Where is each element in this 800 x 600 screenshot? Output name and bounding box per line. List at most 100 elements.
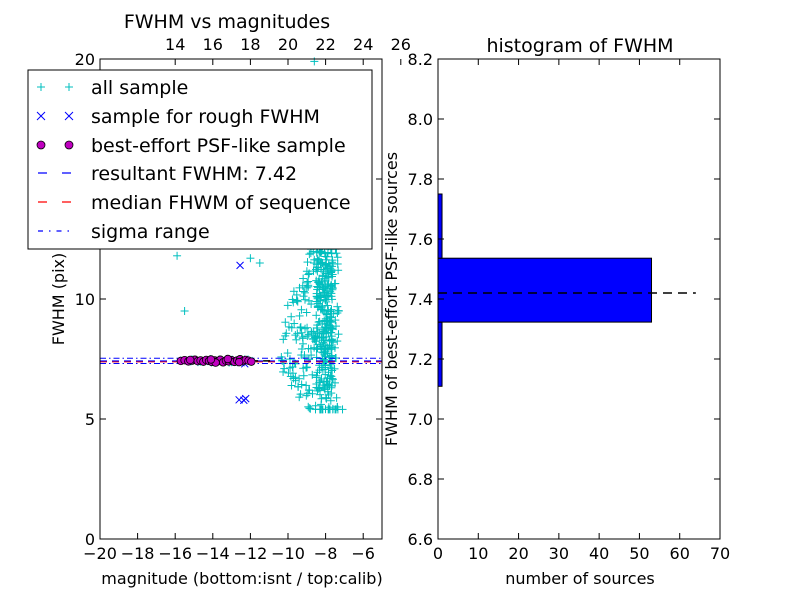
histogram-x-tick-label: 60 [670, 544, 690, 563]
all-sample-point [304, 402, 313, 411]
all-sample-point [319, 327, 328, 336]
psf-sample-point [234, 357, 244, 367]
all-sample-point [325, 316, 334, 325]
rough-sample-point-b [236, 261, 244, 270]
all-sample-point [286, 364, 295, 373]
scatter-y-tick-label: 5 [85, 410, 95, 429]
all-sample-point [173, 251, 182, 260]
all-sample-point [312, 263, 321, 272]
all-sample-point [327, 249, 336, 258]
all-sample-point [317, 363, 326, 372]
scatter-top-tick-label: 20 [278, 35, 298, 54]
all-sample-point [299, 339, 308, 348]
all-sample-point [306, 404, 315, 413]
histogram-y-tick-label: 6.8 [408, 470, 433, 489]
all-sample-point [255, 259, 264, 267]
all-sample-point [319, 348, 328, 357]
all-sample-point [301, 324, 310, 333]
all-sample-point [298, 333, 307, 342]
all-sample-point [295, 283, 304, 292]
all-sample-point [180, 307, 189, 315]
scatter-x-tick-label: −20 [83, 544, 117, 563]
all-sample-point [296, 323, 305, 332]
all-sample-point [319, 285, 328, 294]
all-sample-point [328, 256, 337, 265]
all-sample-point [320, 378, 329, 387]
all-sample-point [313, 282, 322, 291]
all-sample-point [327, 292, 336, 301]
histogram-y-tick-label: 7.4 [408, 290, 433, 309]
scatter-y-tick-label: 10 [75, 290, 95, 309]
all-sample-point [323, 382, 332, 391]
all-sample-point [334, 330, 343, 339]
all-sample-point [302, 381, 311, 390]
all-sample-point [295, 393, 304, 402]
histogram-x-tick-label: 30 [549, 544, 569, 563]
all-sample-point [281, 318, 290, 327]
histogram-bar [437, 257, 653, 323]
legend-circle-icon [64, 140, 74, 150]
rough-sample-point-b [241, 394, 250, 403]
all-sample-point [312, 289, 321, 298]
all-sample-point [321, 295, 330, 304]
all-sample-point [326, 312, 335, 321]
all-sample-point [295, 374, 304, 383]
psf-sample-point [206, 355, 216, 364]
legend-label: all sample [91, 77, 188, 99]
all-sample-point [317, 394, 326, 403]
legend-entry: resultant FWHM: 7.42 [38, 163, 297, 185]
all-sample-point [322, 252, 331, 261]
all-sample-point [334, 266, 343, 275]
all-sample-point [312, 353, 321, 362]
all-sample-point [327, 305, 336, 314]
legend-label: median FHWM of sequence [91, 192, 351, 214]
legend-label: resultant FWHM: 7.42 [91, 163, 297, 185]
all-sample-point [328, 374, 337, 383]
all-sample-point [332, 393, 341, 402]
histogram-y-tick-label: 7.8 [408, 170, 433, 189]
all-sample-point [297, 345, 306, 354]
all-sample-point [282, 329, 291, 338]
all-sample-point [326, 287, 335, 296]
all-sample-point [312, 323, 321, 332]
all-sample-point [297, 351, 306, 360]
all-sample-point [328, 366, 337, 375]
all-sample-point [317, 303, 326, 312]
all-sample-point [313, 333, 322, 342]
all-sample-point [305, 250, 314, 259]
all-sample-point [300, 288, 309, 297]
all-sample-point [295, 311, 304, 320]
all-sample-point [299, 274, 308, 283]
all-sample-point [333, 302, 342, 311]
all-sample-point [324, 279, 333, 288]
scatter-x-tick-label: −14 [196, 544, 230, 563]
all-sample-point [323, 349, 332, 358]
all-sample-point [297, 328, 306, 337]
legend-plus-icon [65, 83, 73, 91]
all-sample-point [316, 405, 325, 414]
scatter-top-tick-label: 18 [240, 35, 260, 54]
scatter-title: FWHM vs magnitudes [124, 11, 330, 33]
all-sample-point [293, 329, 302, 338]
all-sample-point [297, 305, 306, 314]
psf-sample-point [223, 354, 233, 364]
histogram-title: histogram of FWHM [486, 35, 673, 57]
histogram-bar [437, 193, 443, 259]
legend-entry: all sample [37, 77, 188, 99]
all-sample-point [322, 310, 331, 319]
legend-plus-icon [37, 83, 45, 91]
all-sample-point [287, 381, 296, 390]
all-sample-point [318, 259, 327, 268]
all-sample-point [304, 270, 313, 279]
all-sample-point [307, 300, 316, 309]
all-sample-point [310, 343, 319, 352]
all-sample-point [319, 333, 328, 342]
histogram-x-tick-label: 50 [629, 544, 649, 563]
legend-x-icon-b [64, 111, 74, 121]
rough-sample-point [236, 261, 244, 270]
histogram-y-tick-label: 8.0 [408, 110, 433, 129]
all-sample-point [329, 338, 338, 347]
all-sample-point [305, 296, 314, 305]
all-sample-point [303, 332, 312, 341]
all-sample-point [338, 405, 347, 414]
